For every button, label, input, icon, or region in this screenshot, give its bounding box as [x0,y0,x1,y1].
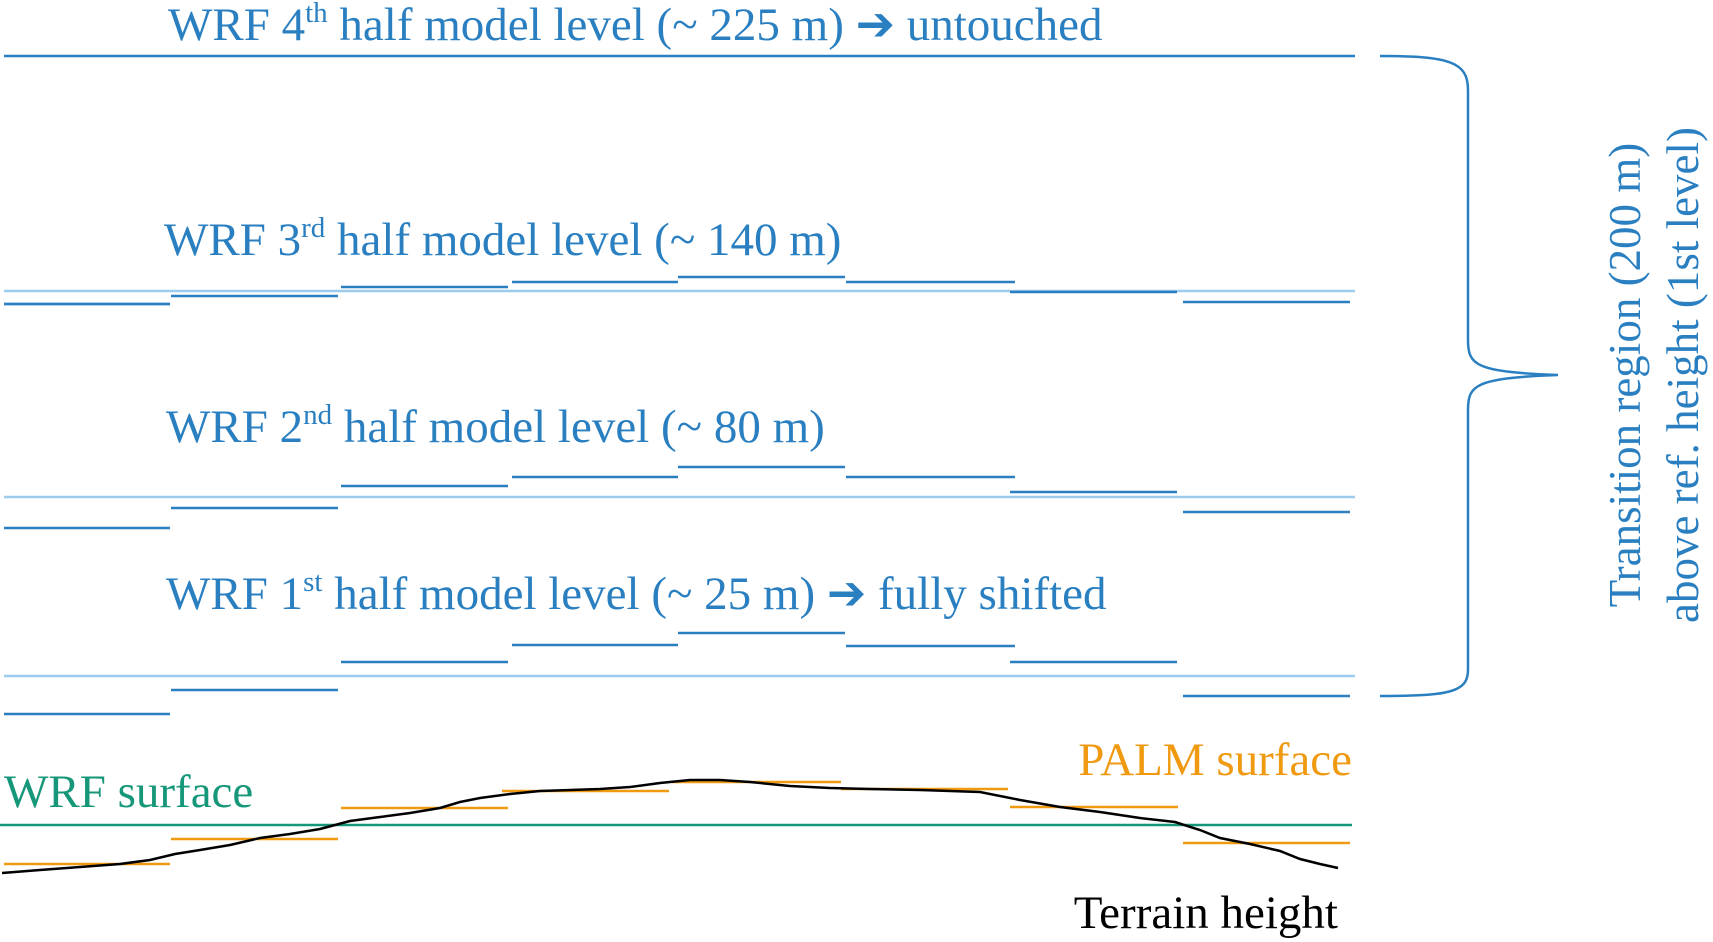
level-3-lines [4,275,1355,306]
terrain-height-label: Terrain height [1074,887,1338,939]
transition-bracket [1379,54,1559,698]
level-2-label: WRF 2nd half model level (~ 80 m) [166,399,825,453]
wrf-surface-label: WRF surface [4,766,253,818]
level-1-label: WRF 1st half model level (~ 25 m) ➔ full… [166,566,1106,620]
terrain-height-curve [1,778,1339,875]
level-3-label: WRF 3rd half model level (~ 140 m) [164,212,841,266]
level-4-label: WRF 4th half model level (~ 225 m) ➔ unt… [168,0,1103,51]
level-2-lines [4,465,1355,530]
transition-label-group: Transition region (200 m) above ref. hei… [1600,127,1708,623]
transition-label-line1: Transition region (200 m) [1600,143,1650,608]
palm-surface-label: PALM surface [1078,734,1352,786]
arrow-right-icon: ➔ [856,0,895,51]
level-1-lines [4,631,1355,716]
transition-label-line2: above ref. height (1st level) [1658,127,1708,623]
palm-surface-steps [4,780,1350,866]
arrow-right-icon: ➔ [827,568,866,620]
